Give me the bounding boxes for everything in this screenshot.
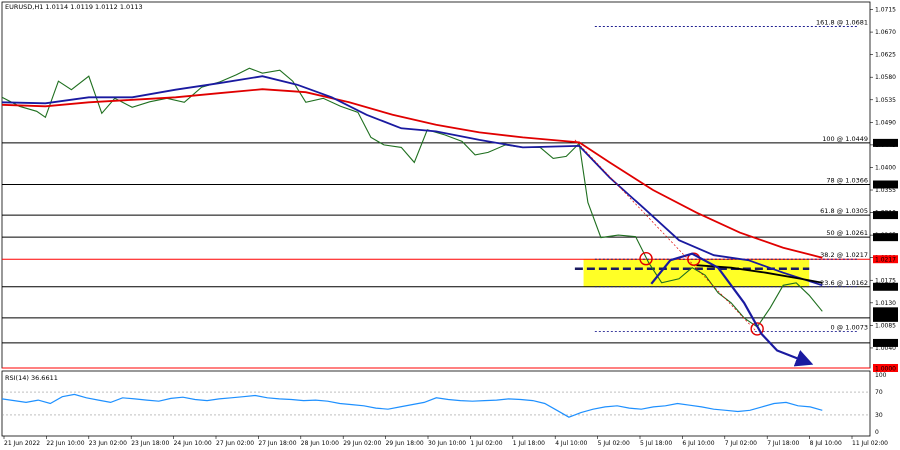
price-tick-label: 1.0490: [875, 119, 896, 126]
marker-circle: [750, 322, 764, 336]
time-tick-label: 29 Jun 18:00: [386, 440, 424, 447]
moving-average-line: [1, 88, 823, 259]
price-badge-label: 1.0305: [875, 212, 896, 219]
price-badge: [873, 138, 898, 147]
price-badge: [873, 307, 898, 316]
price-badge: [873, 255, 898, 264]
price-tick-label: 1.0400: [875, 164, 896, 171]
price-tick-label: 1.0130: [875, 300, 896, 307]
yellow-zone-layer: [583, 259, 810, 287]
fib-level-label: 100 @ 1.0449: [822, 135, 868, 143]
marker-circle: [639, 252, 653, 266]
time-tick-label: 22 Jun 10:00: [46, 440, 84, 447]
price-tick-label: 1.0535: [875, 97, 896, 104]
rsi-layer: 100 70 30 0: [1, 372, 887, 436]
time-tick-label: 1 Jul 18:00: [513, 440, 545, 447]
fib-level-label: 0 @ 1.0073: [830, 323, 868, 331]
time-tick-label: 6 Jul 10:00: [682, 440, 714, 447]
price-badge: [873, 282, 898, 291]
time-tick-label: 23 Jun 02:00: [89, 440, 127, 447]
price-tick-label: 1.0625: [875, 52, 896, 59]
rsi-tick-label: 70: [875, 389, 883, 396]
time-axis-ticks: 21 Jun 2022 22 Jun 10:00 23 Jun 02:00 23 Ju…: [3, 436, 888, 447]
price-tick-label: 1.0715: [875, 7, 896, 14]
annotations-layer: [574, 139, 814, 367]
price-badge-label: 1.0261: [875, 234, 896, 241]
price-badge-label: 1.0366: [875, 182, 896, 189]
fib-level-label: 23.6 @ 1.0162: [820, 279, 868, 287]
price-badge: [873, 233, 898, 242]
price-badge-label: 1.0113: [875, 309, 896, 316]
fib-level-label: 61.8 @ 1.0305: [820, 207, 868, 215]
time-tick-label: 7 Jul 02:00: [725, 440, 757, 447]
fib-level-label: 38.2 @ 1.0217: [820, 251, 868, 259]
moving-averages-layer: [1, 75, 823, 287]
price-badge: [873, 180, 898, 189]
price-tick-label: 1.0670: [875, 29, 896, 36]
price-tick-label: 1.0355: [875, 187, 896, 194]
price-badge-label: 1.0050: [875, 340, 896, 347]
price-tick-label: 1.0085: [875, 322, 896, 329]
price-badge: [873, 211, 898, 220]
fib-level-label: 78 @ 1.0366: [826, 176, 868, 184]
time-tick-label: 7 Jul 18:00: [767, 440, 799, 447]
time-tick-label: 4 Jul 10:00: [555, 440, 587, 447]
price-tick-label: 1.0580: [875, 74, 896, 81]
price-badge-label: 1.0000: [875, 365, 896, 372]
price-badge: [873, 364, 898, 372]
fib-levels-layer: 161.8 @ 1.0681 100 @ 1.0449 78 @ 1.0366 61.…: [594, 19, 868, 332]
resistance-zone: [583, 259, 810, 287]
time-tick-label: 27 Jun 18:00: [258, 440, 296, 447]
time-tick-label: 5 Jul 02:00: [598, 440, 630, 447]
fib-level-label: 50 @ 1.0261: [826, 229, 868, 237]
time-tick-label: 29 Jun 02:00: [343, 440, 381, 447]
price-axis-badges: 1.04491.03661.03051.02611.02171.01621.01…: [873, 138, 898, 372]
chart-header-info: EURUSD,H1 1.0114 1.0119 1.0112 1.0113: [5, 3, 143, 11]
price-badge-label: 1.0217: [875, 257, 896, 264]
price-badge: [873, 313, 898, 322]
time-tick-label: 8 Jul 10:00: [810, 440, 842, 447]
rsi-tick-label: 0: [875, 429, 879, 436]
price-tick-label: 1.0175: [875, 277, 896, 284]
rsi-panel-frame: [1, 370, 871, 437]
price-tick-label: 1.0040: [875, 345, 896, 352]
projection-arrow: [650, 252, 814, 367]
price-badge-label: 1.0100: [875, 315, 896, 322]
rsi-tick-label: 30: [875, 412, 883, 419]
rsi-line: [1, 393, 823, 418]
time-tick-label: 28 Jun 10:00: [301, 440, 339, 447]
rsi-header-info: RSI(14) 36.6611: [5, 374, 58, 382]
moving-average-line: [1, 75, 823, 287]
moving-average-line: [696, 264, 823, 284]
time-tick-label: 5 Jul 18:00: [640, 440, 672, 447]
time-tick-label: 11 Jul 02:00: [852, 440, 888, 447]
fib-level-label: 161.8 @ 1.0681: [816, 19, 868, 27]
time-tick-label: 1 Jul 02:00: [470, 440, 502, 447]
price-badge-label: 1.0449: [875, 140, 896, 147]
time-tick-label: 21 Jun 2022: [4, 440, 40, 447]
time-tick-label: 30 Jun 10:00: [428, 440, 466, 447]
rsi-tick-label: 100: [875, 372, 887, 379]
time-tick-label: 27 Jun 02:00: [216, 440, 254, 447]
time-tick-label: 24 Jun 10:00: [174, 440, 212, 447]
price-badge-label: 1.0162: [875, 284, 896, 291]
time-tick-label: 23 Jun 18:00: [131, 440, 169, 447]
horizontal-lines-layer: [2, 142, 870, 369]
price-badge: [873, 338, 898, 347]
